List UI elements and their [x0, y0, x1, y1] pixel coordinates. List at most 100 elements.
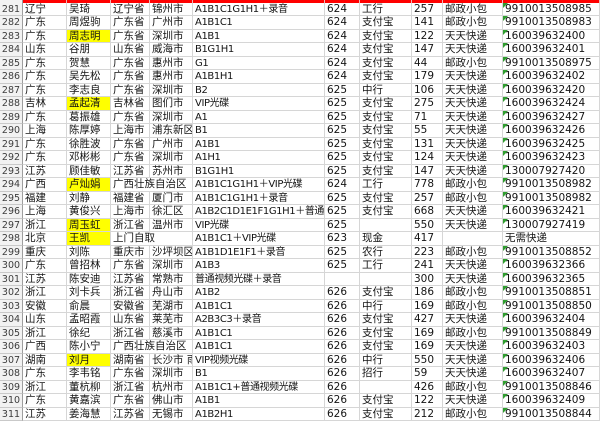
cell-trk[interactable]: 160039632402	[503, 70, 600, 84]
cell-items[interactable]: A1B1C1	[193, 299, 325, 313]
cell-items[interactable]: A2B3C3＋录音	[193, 313, 325, 327]
cell-name[interactable]: 李志良	[67, 83, 111, 97]
cell-addr1[interactable]: 广东省	[111, 259, 150, 273]
cell-items[interactable]: A1B2C1D1E1F1G1H1＋普通视频光碟	[193, 205, 325, 219]
cell-ship[interactable]: 天天快递	[443, 205, 503, 219]
cell-addr1[interactable]: 江苏省	[111, 407, 150, 421]
cell-trk[interactable]: 9910013508982	[503, 178, 600, 192]
cell-amt[interactable]: 131	[412, 137, 443, 151]
cell-name[interactable]: 陈小宁	[67, 340, 111, 354]
cell-pay[interactable]: 现金	[360, 232, 412, 246]
cell-pay[interactable]: 工行	[360, 2, 412, 16]
cell-trk[interactable]: 9910013508975	[503, 56, 600, 70]
cell-addr1[interactable]: 吉林省	[111, 97, 150, 111]
cell-batch[interactable]: 625	[325, 83, 360, 97]
cell-addr2[interactable]: 图们市	[150, 97, 193, 111]
cell-prov[interactable]: 浙江	[23, 326, 67, 340]
cell-trk[interactable]: 160039632425	[503, 137, 600, 151]
row-header[interactable]: 289	[0, 110, 23, 124]
cell-addr1[interactable]: 山东省	[111, 43, 150, 57]
cell-name[interactable]: 贺慧	[67, 56, 111, 70]
cell-items[interactable]: B1G1H1	[193, 43, 325, 57]
cell-batch[interactable]: 624	[325, 29, 360, 43]
row-header[interactable]: 299	[0, 245, 23, 259]
cell-batch[interactable]: 626	[325, 407, 360, 421]
cell-name[interactable]: 周煜驹	[67, 16, 111, 30]
cell-pay[interactable]: 支付宝	[360, 151, 412, 165]
cell-name[interactable]: 李韦铭	[67, 367, 111, 381]
cell-prov[interactable]: 广东	[23, 29, 67, 43]
cell-ship[interactable]: 天天快递	[443, 164, 503, 178]
cell-amt[interactable]: 106	[412, 83, 443, 97]
cell-ship[interactable]: 天天快递	[443, 353, 503, 367]
cell-amt[interactable]: 169	[412, 340, 443, 354]
cell-name[interactable]: 邓彬彬	[67, 151, 111, 165]
cell-prov[interactable]: 广东	[23, 110, 67, 124]
cell-addr1[interactable]: 广东省	[111, 70, 150, 84]
cell-batch[interactable]: 625	[325, 137, 360, 151]
cell-name[interactable]: 陈安迪	[67, 272, 111, 286]
cell-items[interactable]: B1	[193, 124, 325, 138]
cell-addr2[interactable]: 锦州市	[150, 2, 193, 16]
cell-name[interactable]: 俞晨	[67, 299, 111, 313]
cell-prov[interactable]: 广东	[23, 56, 67, 70]
cell-addr2[interactable]: 广州市	[150, 16, 193, 30]
cell-batch[interactable]: 626	[325, 367, 360, 381]
cell-amt[interactable]: 257	[412, 191, 443, 205]
cell-pay[interactable]: 工行	[360, 178, 412, 192]
cell-trk[interactable]: 160039632427	[503, 110, 600, 124]
cell-amt[interactable]: 223	[412, 245, 443, 259]
cell-addr1[interactable]: 湖南省	[111, 353, 150, 367]
cell-addr2[interactable]: 惠州市	[150, 70, 193, 84]
row-header[interactable]: 310	[0, 394, 23, 408]
cell-addr2[interactable]: 浦东新区	[150, 124, 193, 138]
cell-prov[interactable]: 辽宁	[23, 2, 67, 16]
cell-amt[interactable]: 147	[412, 43, 443, 57]
cell-name[interactable]: 董杭柳	[67, 380, 111, 394]
cell-prov[interactable]: 浙江	[23, 218, 67, 232]
cell-ship[interactable]: 天天快递	[443, 83, 503, 97]
cell-trk[interactable]: 160039632406	[503, 353, 600, 367]
cell-amt[interactable]: 550	[412, 218, 443, 232]
cell-items[interactable]: VIP光碟	[193, 97, 325, 111]
cell-ship[interactable]: 天天快递	[443, 151, 503, 165]
cell-pay[interactable]: 支付宝	[360, 16, 412, 30]
cell-addr1[interactable]: 广东省	[111, 29, 150, 43]
row-header[interactable]: 290	[0, 124, 23, 138]
cell-ship[interactable]: 邮政小包	[443, 245, 503, 259]
cell-addr1[interactable]: 广东省	[111, 16, 150, 30]
cell-batch[interactable]: 624	[325, 2, 360, 16]
cell-trk[interactable]: 160039632400	[503, 29, 600, 43]
cell-prov[interactable]: 上海	[23, 124, 67, 138]
cell-pay[interactable]: 支付宝	[360, 286, 412, 300]
cell-name[interactable]: 姜海慧	[67, 407, 111, 421]
row-header[interactable]: 284	[0, 43, 23, 57]
cell-trk[interactable]: 160039632401	[503, 43, 600, 57]
cell-amt[interactable]: 550	[412, 353, 443, 367]
cell-trk[interactable]: 160039632366	[503, 259, 600, 273]
cell-amt[interactable]: 59	[412, 367, 443, 381]
cell-batch[interactable]: 626	[325, 326, 360, 340]
cell-name[interactable]: 刘卡兵	[67, 286, 111, 300]
cell-ship[interactable]: 天天快递	[443, 272, 503, 286]
cell-trk[interactable]: 9910013508844	[503, 407, 600, 421]
cell-trk[interactable]: 9910013508846	[503, 380, 600, 394]
cell-pay[interactable]: 农行	[360, 245, 412, 259]
cell-items[interactable]: A1	[193, 110, 325, 124]
cell-batch[interactable]: 625	[325, 110, 360, 124]
cell-prov[interactable]: 广东	[23, 83, 67, 97]
cell-prov[interactable]: 广东	[23, 394, 67, 408]
cell-prov[interactable]: 上海	[23, 205, 67, 219]
cell-batch[interactable]	[325, 272, 360, 286]
row-header[interactable]: 292	[0, 151, 23, 165]
cell-items[interactable]: 普通视频光碟＋录音	[193, 272, 325, 286]
cell-addr2[interactable]: 常熟市	[150, 272, 193, 286]
cell-ship[interactable]: 邮政小包	[443, 299, 503, 313]
cell-name[interactable]: 顾佳敏	[67, 164, 111, 178]
cell-prov[interactable]: 广西	[23, 340, 67, 354]
cell-addr1[interactable]: 广东省	[111, 151, 150, 165]
cell-addr1[interactable]: 广东省	[111, 56, 150, 70]
cell-trk[interactable]: 160039632403	[503, 340, 600, 354]
cell-ship[interactable]: 天天快递	[443, 340, 503, 354]
cell-pay[interactable]: 支付宝	[360, 164, 412, 178]
